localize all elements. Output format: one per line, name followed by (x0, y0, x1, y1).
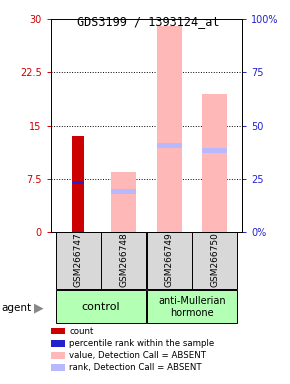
Text: value, Detection Call = ABSENT: value, Detection Call = ABSENT (69, 351, 206, 360)
Text: GSM266749: GSM266749 (165, 232, 174, 287)
Bar (56, 290, 146, 323)
Text: GSM266747: GSM266747 (74, 232, 83, 287)
Text: agent: agent (1, 303, 32, 313)
Bar (202, 94, 227, 232)
Text: anti-Mullerian
hormone: anti-Mullerian hormone (158, 296, 226, 318)
Bar (202, 148, 227, 153)
Text: GDS3199 / 1393124_at: GDS3199 / 1393124_at (77, 15, 219, 28)
Text: control: control (81, 302, 120, 312)
Bar (72, 181, 84, 184)
Bar (147, 232, 192, 289)
Bar (157, 143, 182, 148)
Text: rank, Detection Call = ABSENT: rank, Detection Call = ABSENT (69, 363, 202, 372)
Bar (111, 172, 136, 232)
Bar (72, 136, 84, 232)
Text: percentile rank within the sample: percentile rank within the sample (69, 339, 214, 348)
Bar (101, 232, 146, 289)
Bar (157, 26, 182, 232)
Bar (111, 189, 136, 194)
Text: GSM266750: GSM266750 (210, 232, 219, 287)
Bar (192, 232, 237, 289)
Bar (56, 232, 101, 289)
Text: GSM266748: GSM266748 (119, 232, 128, 287)
Text: ▶: ▶ (34, 301, 44, 314)
Bar (147, 290, 237, 323)
Text: count: count (69, 326, 93, 336)
